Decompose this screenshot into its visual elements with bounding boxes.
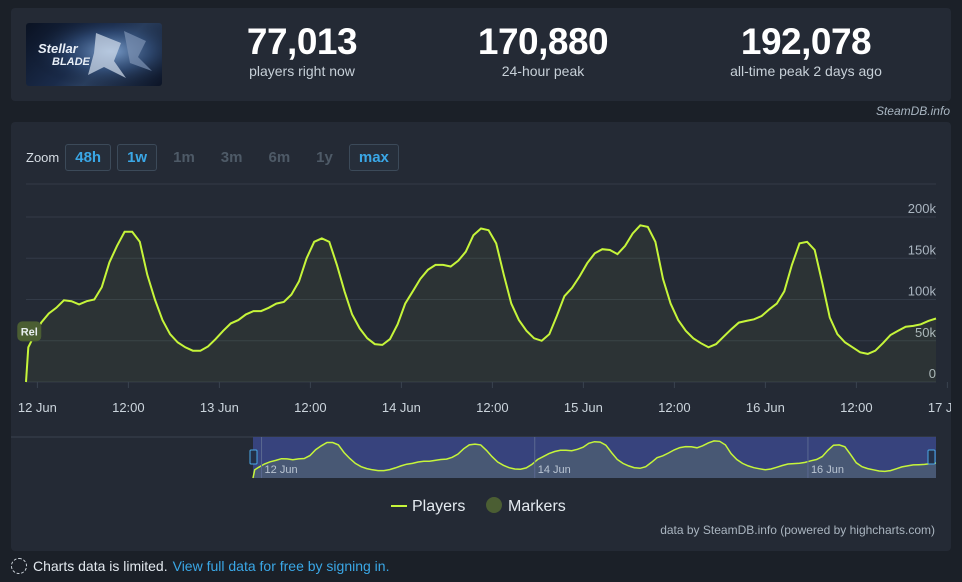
y-tick-label: 150k: [908, 242, 937, 257]
zoom-label: Zoom: [26, 150, 60, 165]
navigator-tick-label: 12 Jun: [265, 464, 298, 476]
x-tick-label: 15 Jun: [564, 400, 603, 415]
players-area: [26, 225, 936, 382]
y-tick-label: 200k: [908, 201, 937, 216]
zoom-3m-button[interactable]: 3m: [220, 149, 243, 166]
navigator-selection[interactable]: [253, 437, 936, 478]
chart-card: Zoom 48h 1w 1m 3m 6m 1y max 050k100k150k…: [11, 122, 951, 551]
steamdb-credit[interactable]: SteamDB.info: [875, 104, 950, 118]
peak-24h-label: 24-hour peak: [501, 63, 585, 79]
players-series-line[interactable]: [25, 224, 937, 383]
limited-data-note: Charts data is limited. View full data f…: [11, 558, 389, 574]
x-tick-label: 12:00: [658, 400, 691, 415]
y-tick-label: 50k: [915, 325, 936, 340]
x-tick-label: 17 Jun: [928, 400, 951, 415]
x-tick-label: 12:00: [294, 400, 327, 415]
navigator-left-handle[interactable]: [249, 449, 258, 465]
zoom-max-button[interactable]: max: [348, 144, 399, 171]
y-axis-ticks: 0 50k 100k 150k 200k: [908, 201, 937, 381]
game-capsule-image[interactable]: Stellar BLADE: [26, 23, 162, 86]
x-tick-label: 12:00: [840, 400, 873, 415]
peak-24h-value: 170,880: [477, 21, 609, 62]
grid-lines: [26, 183, 936, 383]
x-tick-label: 16 Jun: [746, 400, 785, 415]
limited-data-text: Charts data is limited.: [33, 558, 168, 574]
release-marker[interactable]: [17, 321, 42, 342]
navigator-right-handle[interactable]: [927, 449, 936, 465]
svg-text:Stellar: Stellar: [38, 41, 79, 56]
x-tick-label: 14 Jun: [382, 400, 421, 415]
alltime-peak-label: all-time peak 2 days ago: [730, 63, 882, 79]
alltime-peak-value: 192,078: [740, 21, 872, 62]
x-tick-label: 12:00: [476, 400, 509, 415]
navigator-tick-label: 16 Jun: [811, 464, 844, 476]
zoom-6m-button[interactable]: 6m: [268, 149, 291, 166]
markers-layer[interactable]: Rel: [17, 321, 42, 342]
y-tick-label: 100k: [908, 284, 937, 299]
release-marker-label: Rel: [21, 326, 38, 338]
y-tick-label: 0: [929, 366, 936, 381]
zoom-1m-button[interactable]: 1m: [173, 149, 195, 166]
x-tick-label: 12:00: [112, 400, 145, 415]
zoom-1y-button[interactable]: 1y: [316, 149, 333, 166]
peak-24h-stat: 170,880 24-hour peak: [463, 22, 623, 80]
chart-credits[interactable]: data by SteamDB.info (powered by highcha…: [660, 523, 935, 537]
current-players-value: 77,013: [246, 21, 358, 62]
stats-card: Stellar BLADE 77,013 players right now 1…: [11, 8, 951, 101]
legend-markers-label[interactable]: Markers: [508, 498, 566, 515]
navigator-tick-label: 14 Jun: [538, 464, 571, 476]
svg-text:BLADE: BLADE: [52, 56, 91, 68]
alltime-peak-stat: 192,078 all-time peak 2 days ago: [706, 22, 906, 80]
current-players-stat: 77,013 players right now: [222, 22, 382, 80]
zoom-1w-button[interactable]: 1w: [117, 144, 158, 171]
x-tick-label: 13 Jun: [200, 400, 239, 415]
navigator-line: [252, 440, 937, 479]
zoom-48h-button[interactable]: 48h: [65, 144, 112, 171]
zoom-controls: Zoom 48h 1w 1m 3m 6m 1y max: [26, 144, 405, 171]
x-axis-ticks: 12 Jun 12:00 13 Jun 12:00 14 Jun 12:00 15 Jun 1…: [18, 382, 951, 415]
legend[interactable]: Players Markers: [391, 497, 566, 515]
navigator-area: [253, 440, 936, 478]
dashed-circle-icon: [11, 558, 27, 574]
navigator[interactable]: 12 Jun 14 Jun 16 Jun: [11, 436, 937, 479]
legend-markers-swatch: [486, 497, 502, 513]
x-tick-label: 12 Jun: [18, 400, 57, 415]
current-players-label: players right now: [249, 63, 355, 79]
legend-players-label[interactable]: Players: [412, 498, 465, 515]
sign-in-link[interactable]: View full data for free by signing in.: [172, 558, 390, 574]
